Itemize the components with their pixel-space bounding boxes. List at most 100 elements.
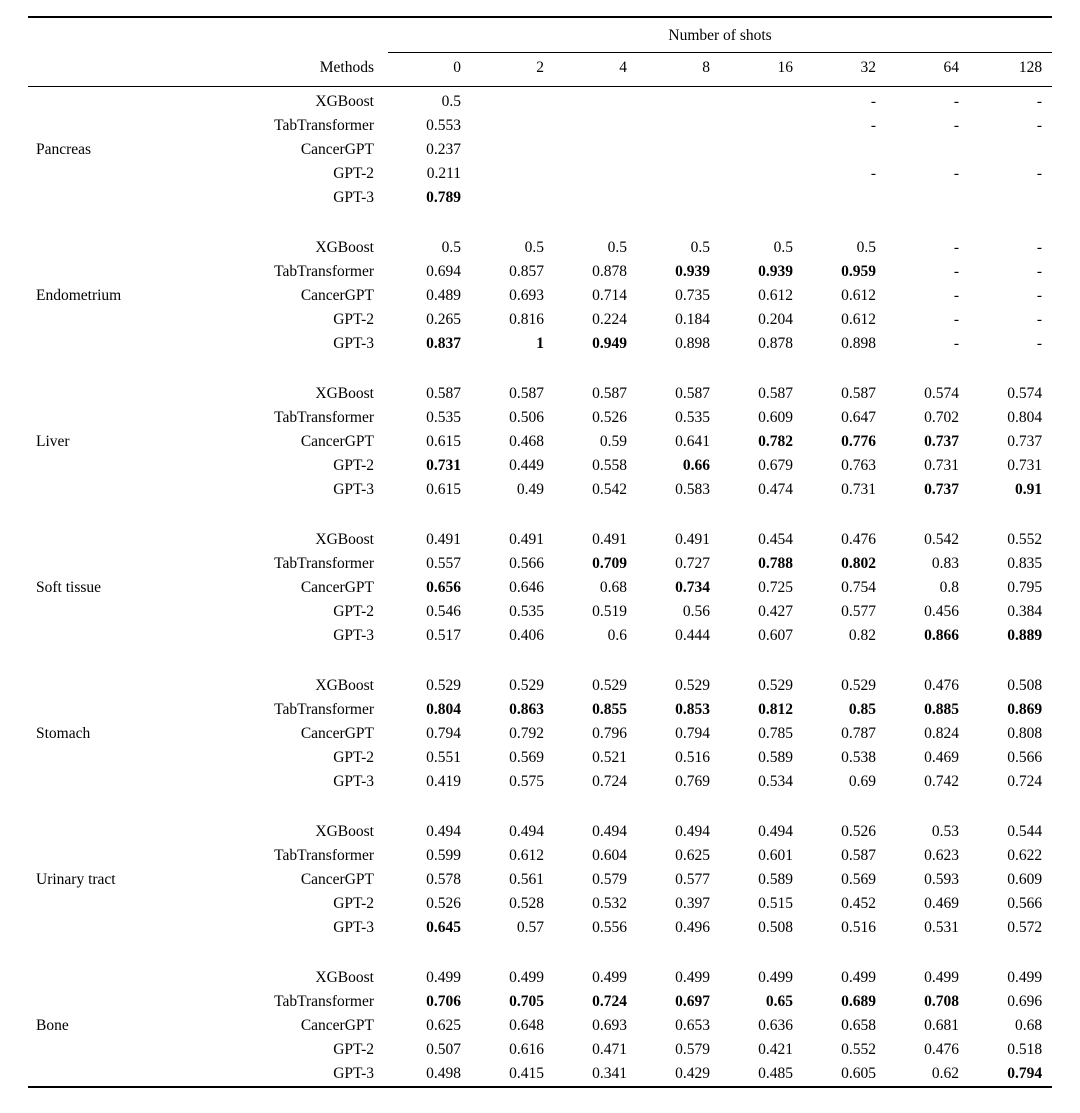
value-cell: 0.625: [426, 1017, 461, 1034]
value-cell: 0.5: [441, 93, 461, 110]
method-label: CancerGPT: [300, 141, 374, 158]
value-cell: [803, 186, 886, 210]
value-cell: 0.491: [509, 531, 544, 548]
value-cell: 0.653: [675, 1017, 710, 1034]
table-row: TabTransformer 0.804 0.863 0.855 0.853 0.812 0…: [28, 698, 1052, 722]
value-cell: 0.572: [1007, 919, 1043, 936]
value-cell: [637, 114, 720, 138]
table-row: Endometrium XGBoost 0.5 0.5 0.5 0.5 0.5 0.5 - -: [28, 233, 1052, 304]
corner-cell: [28, 17, 388, 53]
value-cell: 0.91: [1014, 481, 1043, 498]
value-cell: 0.499: [592, 969, 627, 986]
value-cell: 0.794: [675, 725, 710, 742]
value-cell: 0.646: [509, 579, 544, 596]
value-cell: 0.66: [682, 457, 710, 474]
table-row: TabTransformer 0.706 0.705 0.724 0.697 0.65 0.…: [28, 990, 1052, 1014]
value-cell: 0.607: [758, 627, 793, 644]
tissue-header-cell: [28, 52, 178, 87]
shot-count-header: 0: [388, 52, 471, 87]
value-cell: 0.574: [924, 385, 959, 402]
value-cell: 0.802: [841, 555, 876, 572]
value-cell: [886, 138, 969, 162]
table-row: TabTransformer 0.599 0.612 0.604 0.625 0.601 0…: [28, 844, 1052, 868]
value-cell: 0.804: [1007, 409, 1043, 426]
value-cell: 0.615: [426, 481, 461, 498]
value-cell: [554, 186, 637, 210]
value-cell: 0.714: [592, 287, 627, 304]
value-cell: 0.615: [426, 433, 461, 450]
value-cell: 0.727: [675, 555, 710, 572]
value-cell: 0.5: [856, 239, 876, 256]
value-cell: 0.587: [426, 385, 461, 402]
value-cell: 0.499: [1007, 969, 1043, 986]
value-cell: 0.866: [924, 627, 959, 644]
value-cell: 0.521: [592, 749, 627, 766]
value-cell: 0.835: [1007, 555, 1043, 572]
table-row: GPT-3 0.789: [28, 186, 1052, 210]
value-cell: 0.265: [426, 311, 461, 328]
value-cell: 0.696: [1007, 993, 1043, 1010]
tissue-label: Bone: [36, 1017, 69, 1034]
table-row: Pancreas XGBoost 0.5 - - -: [28, 87, 1052, 158]
value-cell: 0.494: [592, 823, 627, 840]
value-cell: 0.648: [509, 1017, 544, 1034]
value-cell: 0.609: [758, 409, 793, 426]
group-gap-row: [28, 940, 1052, 963]
value-cell: 0.5: [607, 239, 627, 256]
table-row: CancerGPT 0.615 0.468 0.59 0.641 0.782 0.776 0.…: [28, 430, 1052, 454]
method-label: CancerGPT: [300, 433, 374, 450]
tissue-label: Endometrium: [36, 287, 122, 304]
value-cell: 0.737: [924, 433, 959, 450]
value-cell: 0.566: [509, 555, 544, 572]
value-cell: 0.415: [509, 1065, 544, 1082]
value-cell: -: [870, 117, 876, 134]
value-cell: [471, 162, 554, 186]
value-cell: 0.499: [675, 969, 710, 986]
value-cell: 0.863: [509, 701, 544, 718]
value-cell: 0.763: [841, 457, 876, 474]
table-row: GPT-2 0.211 - - -: [28, 162, 1052, 186]
value-cell: -: [1036, 263, 1043, 280]
value-cell: 0.506: [509, 409, 544, 426]
table-row: CancerGPT 0.794 0.792 0.796 0.794 0.785 0.787 0…: [28, 722, 1052, 746]
method-label: GPT-3: [333, 773, 374, 790]
value-cell: 0.532: [592, 895, 627, 912]
table-row: CancerGPT 0.578 0.561 0.579 0.577 0.589 0.569 0…: [28, 868, 1052, 892]
value-cell: 0.53: [931, 823, 959, 840]
value-cell: 0.526: [841, 823, 876, 840]
value-cell: 0.804: [426, 701, 461, 718]
value-cell: 0.731: [841, 481, 876, 498]
value-cell: [637, 186, 720, 210]
table-row: Stomach XGBoost 0.529 0.529 0.529 0.529 0.529 0…: [28, 671, 1052, 742]
value-cell: [554, 114, 637, 138]
value-cell: 0.69: [848, 773, 876, 790]
value-cell: 0.587: [592, 385, 627, 402]
method-label: GPT-3: [333, 481, 374, 498]
value-cell: 0.609: [1007, 871, 1043, 888]
value-cell: [969, 138, 1052, 162]
value-cell: 0.785: [758, 725, 793, 742]
table-row: GPT-2 0.551 0.569 0.521 0.516 0.589 0.538 0.469…: [28, 746, 1052, 770]
value-cell: 0.587: [841, 385, 876, 402]
value-cell: 0.476: [924, 677, 959, 694]
value-cell: 0.496: [675, 919, 710, 936]
value-cell: 0.587: [675, 385, 710, 402]
value-cell: 0.697: [675, 993, 710, 1010]
value-cell: -: [953, 335, 959, 352]
value-cell: 0.469: [924, 895, 959, 912]
method-label: TabTransformer: [274, 117, 374, 134]
value-cell: 0.485: [758, 1065, 793, 1082]
value-cell: 0.792: [509, 725, 544, 742]
value-cell: 0.787: [841, 725, 876, 742]
value-cell: 0.612: [841, 287, 876, 304]
table-row: Urinary tract XGBoost 0.494 0.494 0.494 0.494…: [28, 817, 1052, 888]
table-row: Soft tissue XGBoost 0.491 0.491 0.491 0.491 0.…: [28, 525, 1052, 596]
method-label: XGBoost: [315, 239, 374, 256]
value-cell: 0.656: [426, 579, 461, 596]
value-cell: 0.558: [592, 457, 627, 474]
table-row: GPT-2 0.507 0.616 0.471 0.579 0.421 0.552 0.476…: [28, 1038, 1052, 1062]
value-cell: 0.808: [1007, 725, 1043, 742]
table-row: TabTransformer 0.557 0.566 0.709 0.727 0.788 0…: [28, 552, 1052, 576]
tissue-label: Liver: [36, 433, 70, 450]
table-row: GPT-3 0.498 0.415 0.341 0.429 0.485 0.605 0.62 0…: [28, 1062, 1052, 1087]
